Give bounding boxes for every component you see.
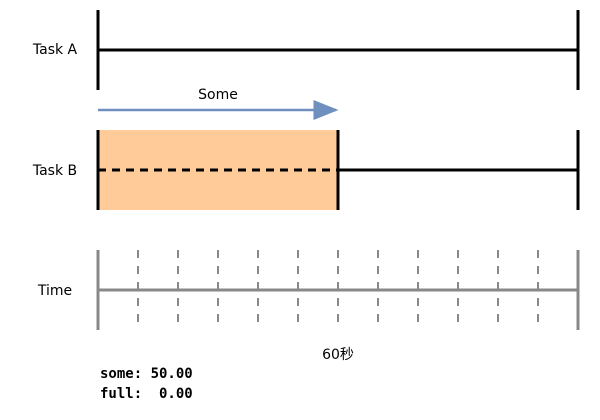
task-a-track <box>96 10 580 90</box>
arrow-label: Some <box>198 87 238 103</box>
time-ticks <box>137 250 539 330</box>
row-label: Task A <box>32 42 78 58</box>
time-label: 60秒 <box>322 347 354 363</box>
task-b-track <box>96 130 580 210</box>
row-label: Task B <box>32 163 77 179</box>
stat-line: some: 50.00 <box>100 366 193 382</box>
row-label: Time <box>37 283 72 299</box>
stat-line: full: 0.00 <box>100 386 193 402</box>
